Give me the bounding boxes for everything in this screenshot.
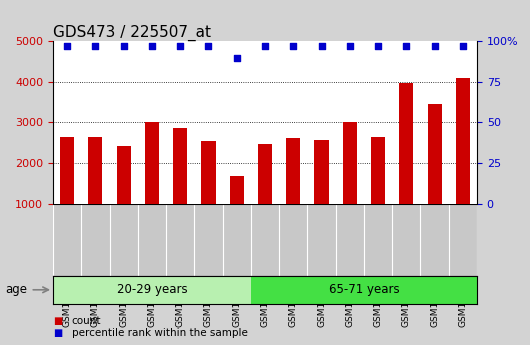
Bar	[371, 137, 385, 204]
Point	[402, 43, 411, 49]
Point	[430, 43, 439, 49]
Text: 65-71 years: 65-71 years	[329, 283, 399, 296]
Text: ■: ■	[53, 316, 62, 326]
Point	[458, 43, 467, 49]
Text: ■: ■	[53, 328, 62, 338]
Bar	[117, 146, 131, 204]
Text: 20-29 years: 20-29 years	[117, 283, 187, 296]
Point	[374, 43, 382, 49]
Bar	[286, 138, 301, 204]
Point	[176, 43, 184, 49]
Bar	[314, 139, 329, 204]
Bar	[173, 128, 187, 204]
Point	[148, 43, 156, 49]
Bar	[89, 137, 102, 204]
Bar	[258, 144, 272, 204]
Bar	[399, 83, 413, 204]
Text: count: count	[72, 316, 101, 326]
Bar	[343, 122, 357, 204]
Point	[91, 43, 100, 49]
Point	[63, 43, 72, 49]
Text: percentile rank within the sample: percentile rank within the sample	[72, 328, 248, 338]
Bar	[145, 122, 159, 204]
Bar	[251, 276, 477, 304]
Point	[233, 55, 241, 60]
Point	[289, 43, 297, 49]
Bar	[53, 276, 251, 304]
Text: GDS473 / 225507_at: GDS473 / 225507_at	[53, 25, 211, 41]
Point	[317, 43, 326, 49]
Point	[119, 43, 128, 49]
Bar	[428, 104, 441, 204]
Point	[204, 43, 213, 49]
Point	[346, 43, 354, 49]
Bar	[456, 78, 470, 204]
Bar	[201, 141, 216, 204]
Point	[261, 43, 269, 49]
Bar	[229, 176, 244, 204]
Text: age: age	[5, 283, 28, 296]
Bar	[60, 137, 74, 204]
